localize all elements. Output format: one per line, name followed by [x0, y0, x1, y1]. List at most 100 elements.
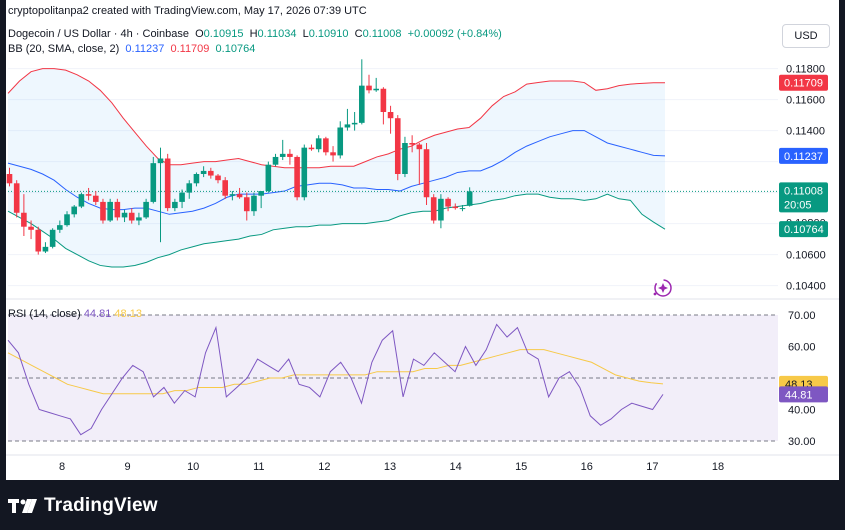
tradingview-logo[interactable]: TradingView [8, 494, 158, 518]
price-axis-label: 0.11400 [786, 126, 825, 138]
candle-body [114, 201, 121, 218]
candle-body [136, 217, 142, 221]
candle-body [121, 212, 128, 218]
symbol-name[interactable]: Dogecoin / US Dollar · 4h · Coinbase [8, 28, 189, 40]
candle [193, 172, 200, 187]
candle [107, 198, 113, 223]
candle-body [179, 192, 185, 202]
candle [251, 192, 257, 216]
candle-body [64, 214, 70, 226]
candle-body [337, 127, 344, 156]
high-value: 0.11034 [257, 28, 297, 40]
basis-tag-text: 0.11237 [784, 151, 823, 163]
candle [301, 144, 308, 201]
candle [143, 198, 149, 219]
lower-band-tag-bg [779, 221, 828, 238]
currency-selector[interactable]: USD [782, 24, 830, 48]
low-label: L [302, 28, 309, 40]
candle-body [258, 191, 264, 196]
candle [330, 146, 336, 162]
candle-body [78, 194, 85, 207]
candle-body [251, 195, 257, 212]
price-tags: 0.117090.112370.1100820:050.1076448.1344… [779, 74, 828, 403]
replay-dot [653, 292, 657, 296]
candle-body [344, 124, 351, 128]
bb-legend[interactable]: BB (20, SMA, close, 2) 0.11237 0.11709 0… [8, 43, 255, 55]
bb-upper-value: 0.11709 [170, 43, 210, 55]
candle-body [351, 122, 358, 125]
candle-body [265, 164, 272, 192]
candle [359, 59, 365, 125]
rsi-legend[interactable]: RSI (14, close) 44.81 48.13 [8, 308, 142, 320]
candle [387, 105, 394, 134]
candle [272, 153, 279, 167]
time-axis-label: 15 [515, 461, 527, 473]
candle-body [49, 229, 56, 247]
candle [172, 198, 178, 212]
candle [200, 166, 207, 178]
tradingview-logo-icon [8, 499, 37, 513]
candle [373, 77, 379, 92]
candle-body [373, 88, 379, 91]
upper-band-tag-text: 0.11709 [784, 78, 823, 90]
candle-body [164, 158, 171, 209]
rsi-axis-label: 40.00 [788, 405, 816, 417]
rsi-ma-line [7, 349, 664, 395]
chart-frame [6, 0, 839, 480]
candle-body [315, 138, 322, 150]
candle [409, 135, 415, 153]
bb-label[interactable]: BB (20, SMA, close, 2) [8, 43, 120, 55]
lower-band-tag-text: 0.10764 [784, 224, 824, 236]
price-grid [6, 68, 839, 300]
candlestick-series [6, 59, 473, 255]
rsi-axis[interactable]: 70.00 60.00 40.00 30.00 [788, 310, 816, 448]
candle-body [222, 180, 228, 196]
time-axis-label: 10 [187, 461, 199, 473]
candle [100, 198, 106, 224]
candle [42, 242, 49, 254]
candle-body [452, 206, 459, 209]
candle [6, 167, 13, 187]
candle [344, 108, 351, 131]
price-axis[interactable]: 0.118000.116000.114000.106000.104000.108… [786, 64, 826, 293]
candle [150, 156, 157, 204]
candle-body [366, 85, 372, 91]
time-axis-label: 9 [125, 461, 131, 473]
candle [92, 191, 99, 205]
time-axis[interactable]: 8 9 10 11 12 13 14 15 16 17 18 [6, 454, 839, 473]
replay-icon[interactable] [653, 279, 672, 297]
candle [71, 205, 78, 218]
candle-body [308, 147, 315, 150]
candle-body [92, 195, 99, 202]
candle-body [208, 170, 214, 176]
last-price-tag-bg [779, 182, 828, 213]
symbol-legend[interactable]: Dogecoin / US Dollar · 4h · Coinbase O0.… [8, 28, 502, 40]
price-axis-label: 0.11800 [786, 64, 825, 76]
candle [459, 205, 466, 212]
candle [85, 187, 92, 201]
candle-body [42, 246, 49, 252]
candle-body [107, 201, 113, 221]
candle [279, 139, 286, 161]
candle [445, 197, 451, 212]
rsi-value-tag-bg [779, 386, 828, 403]
candle [114, 198, 121, 221]
candle-body [459, 208, 466, 210]
upper-band-tag: 0.11709 [779, 74, 828, 91]
candle-body [85, 194, 92, 196]
candle [430, 194, 437, 224]
candle [164, 153, 171, 212]
candle-body [186, 183, 193, 193]
rsi-axis-label: 60.00 [788, 342, 816, 354]
bb-upper-line [7, 68, 665, 169]
candle-body [172, 201, 178, 209]
candle [294, 155, 300, 201]
candle [308, 144, 315, 151]
candle [229, 191, 236, 201]
candle [49, 228, 56, 249]
candle-body [409, 143, 415, 145]
rsi-pane [7, 314, 778, 442]
bb-lower-line [7, 193, 666, 268]
rsi-label[interactable]: RSI (14, close) [8, 308, 81, 320]
